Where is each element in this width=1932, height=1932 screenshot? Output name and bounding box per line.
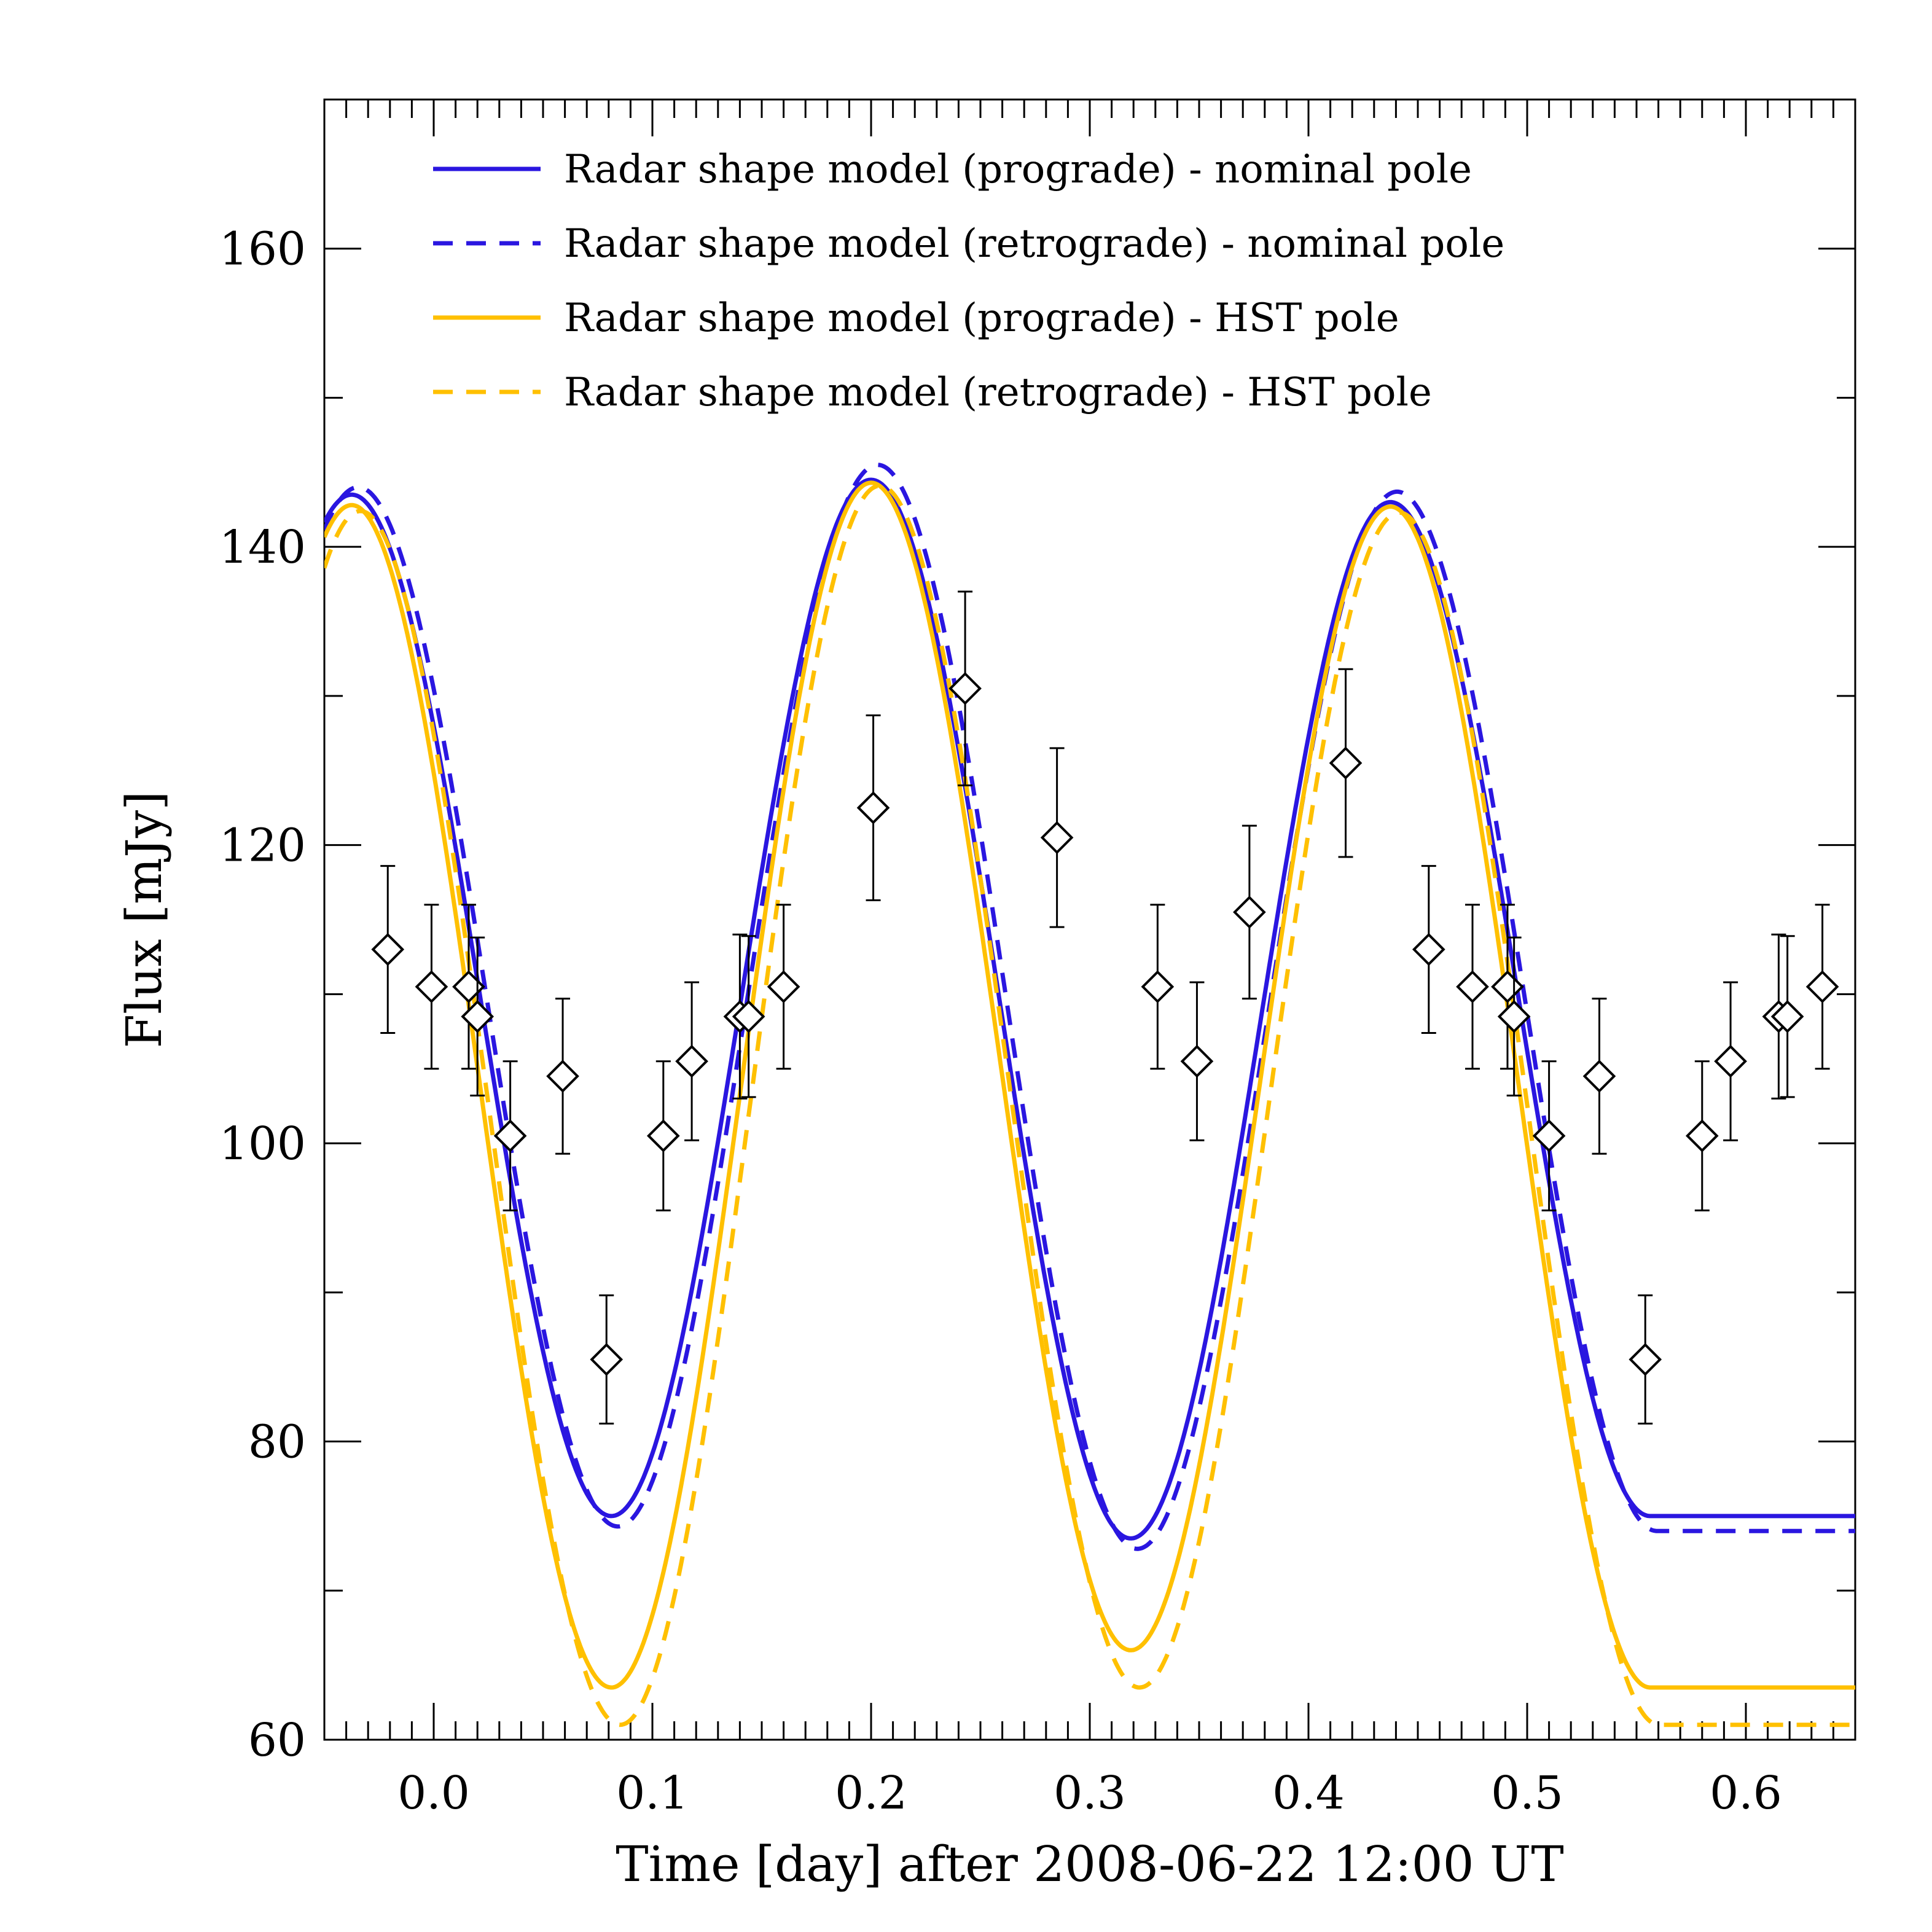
y-tick-label: 120	[219, 819, 306, 872]
data-point	[1180, 981, 1214, 1141]
x-tick-label: 0.1	[616, 1767, 689, 1820]
y-axis-label: Flux [mJy]	[115, 791, 173, 1049]
series-line-4	[324, 483, 1855, 1727]
y-tick-label: 100	[219, 1117, 306, 1170]
x-tick-label: 0.6	[1710, 1767, 1782, 1820]
legend-label: Radar shape model (prograde) - HST pole	[564, 295, 1399, 341]
y-tick-label: 80	[248, 1416, 306, 1469]
data-point	[371, 865, 405, 1034]
data-point	[675, 981, 708, 1141]
model-curves	[324, 463, 1855, 1727]
data-point	[1233, 824, 1266, 1000]
tick-labels: 0.0 0.1 0.2 0.3 0.4 0.5 0.6 60 80 100 120 140 160	[219, 223, 1782, 1820]
x-tick-label: 0.3	[1054, 1767, 1126, 1820]
data-point	[1770, 935, 1804, 1098]
data-point	[1329, 668, 1363, 858]
data-point	[1714, 981, 1747, 1141]
data-point	[590, 1294, 624, 1425]
x-axis-label: Time [day] after 2008-06-22 12:00 UT	[616, 1836, 1563, 1893]
data-point	[546, 998, 579, 1155]
data-point	[856, 714, 890, 901]
legend: Radar shape model (prograde) - nominal p…	[433, 147, 1504, 415]
series-line-3	[324, 480, 1855, 1690]
legend-label: Radar shape model (retrograde) - HST pol…	[564, 370, 1432, 415]
series-line-1	[324, 477, 1855, 1541]
data-point	[732, 935, 765, 1098]
data-point	[1685, 1060, 1719, 1211]
observation-points	[371, 590, 1839, 1425]
x-tick-label: 0.5	[1491, 1767, 1563, 1820]
data-point	[1141, 904, 1175, 1070]
data-point	[646, 1060, 680, 1211]
y-tick-label: 160	[219, 223, 306, 276]
legend-label: Radar shape model (retrograde) - nominal…	[564, 221, 1504, 267]
data-point	[461, 936, 495, 1097]
data-point	[1412, 865, 1445, 1034]
data-point	[1582, 998, 1616, 1155]
data-point	[1629, 1294, 1662, 1425]
data-point	[767, 904, 800, 1070]
axis-ticks	[323, 98, 1856, 1741]
data-point	[1497, 936, 1531, 1097]
data-point	[452, 904, 485, 1070]
data-point	[415, 904, 448, 1070]
data-point	[1040, 747, 1074, 928]
data-point	[1805, 904, 1839, 1070]
data-point	[948, 590, 982, 787]
legend-label: Radar shape model (prograde) - nominal p…	[564, 147, 1472, 192]
x-tick-label: 0.0	[397, 1767, 470, 1820]
series-line-2	[324, 463, 1855, 1551]
data-point	[1456, 904, 1489, 1070]
x-tick-label: 0.2	[835, 1767, 907, 1820]
data-point	[493, 1060, 527, 1211]
y-tick-label: 60	[248, 1714, 306, 1767]
data-point	[1532, 1060, 1566, 1211]
x-tick-label: 0.4	[1272, 1767, 1345, 1820]
y-tick-label: 140	[219, 521, 306, 574]
